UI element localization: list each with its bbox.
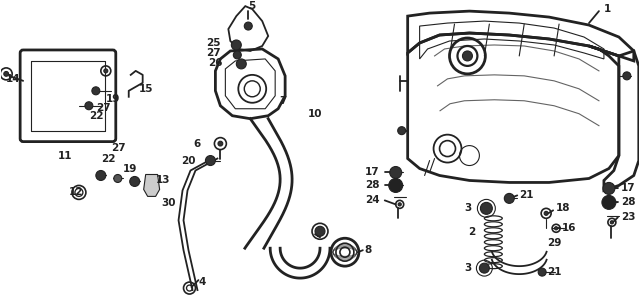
Circle shape [397, 127, 406, 135]
Circle shape [130, 176, 140, 186]
Text: 12: 12 [69, 188, 83, 198]
Text: 27: 27 [96, 103, 111, 113]
Circle shape [504, 193, 515, 203]
Text: 7: 7 [279, 96, 287, 106]
Circle shape [538, 268, 546, 276]
Text: 3: 3 [464, 203, 472, 213]
Text: 15: 15 [139, 84, 153, 94]
Text: 18: 18 [556, 203, 571, 213]
Text: 28: 28 [621, 197, 636, 207]
Circle shape [244, 22, 252, 30]
Text: 13: 13 [156, 175, 170, 185]
Text: 21: 21 [519, 190, 534, 200]
Text: 24: 24 [365, 195, 380, 205]
Text: 27: 27 [111, 143, 125, 153]
Circle shape [623, 72, 631, 80]
Text: 8: 8 [365, 245, 372, 255]
Text: 6: 6 [193, 138, 200, 148]
Text: 17: 17 [365, 168, 380, 178]
Circle shape [544, 211, 548, 215]
Circle shape [205, 155, 216, 165]
Circle shape [481, 202, 492, 214]
Circle shape [390, 167, 402, 178]
Text: 21: 21 [547, 267, 562, 277]
Polygon shape [143, 175, 159, 196]
Text: 30: 30 [161, 198, 175, 208]
Text: 22: 22 [101, 154, 115, 164]
Text: 14: 14 [6, 74, 21, 84]
Text: 19: 19 [123, 164, 137, 174]
Text: 27: 27 [205, 48, 220, 58]
Text: 23: 23 [621, 212, 636, 222]
Text: 22: 22 [89, 111, 104, 121]
Text: 28: 28 [365, 181, 380, 191]
Circle shape [388, 178, 403, 192]
Text: 26: 26 [208, 58, 222, 68]
Circle shape [602, 195, 616, 209]
Circle shape [96, 171, 106, 181]
Circle shape [114, 175, 122, 182]
Circle shape [234, 51, 241, 59]
Circle shape [104, 69, 108, 73]
Circle shape [218, 141, 223, 146]
Circle shape [315, 226, 325, 236]
Circle shape [479, 263, 490, 273]
Text: 2: 2 [468, 227, 476, 237]
Circle shape [554, 227, 557, 230]
Text: 25: 25 [206, 38, 220, 48]
Text: 20: 20 [181, 155, 195, 165]
Circle shape [236, 59, 246, 69]
Text: 4: 4 [198, 277, 206, 287]
Text: 10: 10 [308, 109, 323, 119]
Text: 19: 19 [106, 94, 120, 104]
Text: 11: 11 [58, 151, 72, 161]
Circle shape [231, 40, 241, 50]
Circle shape [603, 182, 615, 195]
Text: 5: 5 [248, 1, 255, 11]
Circle shape [4, 72, 8, 76]
Text: 16: 16 [562, 223, 577, 233]
Text: 29: 29 [547, 238, 561, 248]
Circle shape [398, 203, 401, 206]
Text: 9: 9 [315, 229, 322, 239]
Circle shape [85, 102, 93, 110]
Text: 17: 17 [621, 183, 636, 193]
Text: 1: 1 [604, 4, 611, 14]
Circle shape [611, 221, 614, 224]
Text: 3: 3 [464, 263, 472, 273]
Circle shape [463, 51, 472, 61]
Circle shape [92, 87, 100, 95]
